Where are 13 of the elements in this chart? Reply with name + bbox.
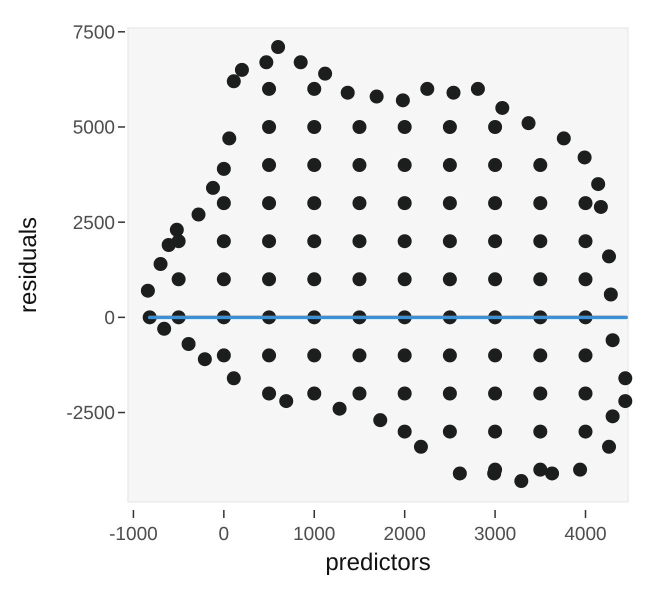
x-tick-label: 0 [218, 524, 230, 545]
y-tick-label: 5000 [72, 118, 115, 139]
x-tick-label: 1000 [293, 524, 336, 545]
y-tick-label: 0 [104, 308, 115, 329]
x-tick-label: 2000 [384, 524, 426, 545]
x-axis-title: predictors [325, 549, 431, 576]
y-tick-label: 7500 [72, 22, 115, 44]
x-tick-label: 3000 [474, 524, 516, 545]
y-tick-label: -2500 [66, 403, 115, 424]
x-tick-label: -1000 [109, 524, 158, 545]
y-tick-label: 2500 [72, 212, 115, 234]
y-axis-title: residuals [15, 216, 42, 314]
x-tick-label: 4000 [564, 524, 607, 545]
